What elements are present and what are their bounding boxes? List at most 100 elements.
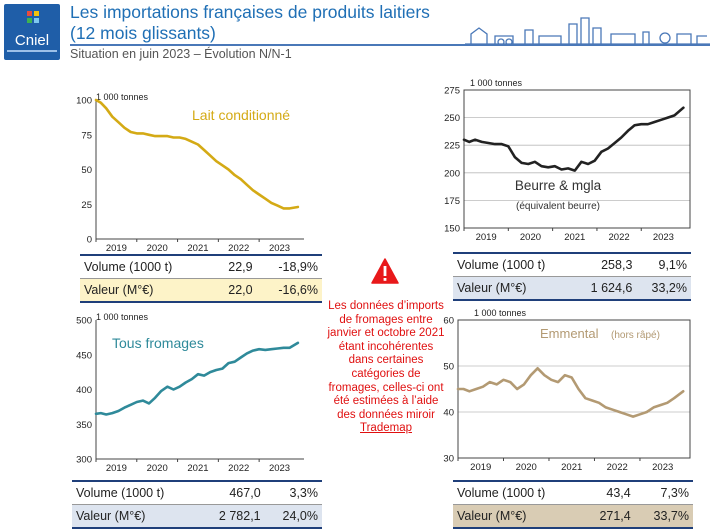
page-subtitle: Situation en juin 2023 – Évolution N/N-1 [70, 47, 292, 61]
valeur-row: Valeur (M°€) 2 782,1 24,0% [72, 504, 322, 529]
y-tick-label: 30 [443, 454, 454, 465]
y-tick-label: 200 [444, 168, 460, 179]
x-tick-label: 2020 [516, 462, 537, 473]
x-tick-label: 2021 [187, 463, 208, 474]
y-tick-label: 275 [444, 86, 460, 97]
y-tick-label: 40 [443, 408, 454, 419]
unit-label: 1 000 tonnes [474, 308, 527, 318]
y-tick-label: 175 [444, 196, 460, 207]
stats-table-lait: Volume (1000 t) 22,9 -18,9% Valeur (M°€)… [80, 254, 322, 303]
x-tick-label: 2019 [106, 243, 127, 254]
warning-icon [371, 258, 399, 284]
stats-table-fromages: Volume (1000 t) 467,0 3,3% Valeur (M°€) … [72, 480, 322, 529]
x-tick-label: 2023 [652, 462, 673, 473]
volume-label: Volume (1000 t) [453, 480, 583, 505]
valeur-change: 33,2% [636, 276, 691, 301]
y-tick-label: 75 [81, 130, 92, 141]
series-label: Emmental [540, 326, 599, 341]
series-line [456, 367, 685, 418]
volume-label: Volume (1000 t) [80, 254, 213, 279]
valeur-label: Valeur (M°€) [453, 276, 574, 301]
volume-change: 3,3% [264, 480, 322, 505]
volume-row: Volume (1000 t) 43,4 7,3% [453, 480, 693, 505]
valeur-value: 271,4 [582, 504, 635, 529]
x-tick-label: 2023 [653, 232, 674, 243]
valeur-row: Valeur (M°€) 1 624,6 33,2% [453, 276, 691, 301]
header-rule [70, 44, 710, 46]
x-tick-label: 2022 [607, 462, 628, 473]
unit-label: 1 000 tonnes [96, 92, 149, 102]
x-tick-label: 2019 [476, 232, 497, 243]
valeur-label: Valeur (M°€) [72, 504, 200, 529]
x-tick-label: 2019 [106, 463, 127, 474]
x-tick-label: 2023 [269, 243, 290, 254]
volume-change: -18,9% [256, 254, 322, 279]
trademap-link[interactable]: Trademap [360, 422, 412, 435]
data-warning-note: Les données d’imports de fromages entre … [326, 300, 446, 436]
volume-value: 467,0 [199, 480, 265, 505]
volume-row: Volume (1000 t) 258,3 9,1% [453, 252, 691, 277]
logo-text: Cniel [14, 32, 50, 49]
series-line [94, 341, 300, 416]
y-tick-label: 250 [444, 113, 460, 124]
volume-value: 43,4 [582, 480, 635, 505]
valeur-row: Valeur (M°€) 271,4 33,7% [453, 504, 693, 529]
series-line [462, 106, 685, 172]
y-tick-label: 350 [76, 420, 92, 431]
x-tick-label: 2022 [609, 232, 630, 243]
valeur-change: 24,0% [264, 504, 322, 529]
cniel-logo: Cniel [4, 4, 60, 60]
title-line-1: Les importations françaises de produits … [70, 2, 430, 22]
y-tick-label: 25 [81, 200, 92, 211]
y-tick-label: 100 [76, 96, 92, 107]
x-tick-label: 2019 [470, 462, 491, 473]
valeur-label: Valeur (M°€) [80, 278, 213, 303]
volume-value: 22,9 [212, 254, 257, 279]
x-tick-label: 2020 [147, 243, 168, 254]
x-tick-label: 2021 [564, 232, 585, 243]
valeur-change: -16,6% [256, 278, 322, 303]
volume-change: 7,3% [634, 480, 693, 505]
x-tick-label: 2020 [520, 232, 541, 243]
series-line [94, 98, 300, 210]
y-tick-label: 50 [443, 362, 454, 373]
x-tick-label: 2023 [269, 463, 290, 474]
chart-emmental: 1 000 tonnes 30 40 50 60 2019 2020 2021 2022 2023… [443, 308, 691, 473]
x-tick-label: 2022 [228, 463, 249, 474]
x-tick-label: 2021 [561, 462, 582, 473]
y-tick-label: 450 [76, 350, 92, 361]
logo-underline [7, 50, 57, 52]
valeur-label: Valeur (M°€) [453, 504, 583, 529]
y-tick-label: 60 [443, 316, 454, 327]
x-tick-label: 2022 [228, 243, 249, 254]
chart-tous-fromages: 1 000 tonnes 300 350 400 450 500 2019 2020 2021 2… [76, 312, 304, 474]
y-tick-label: 150 [444, 224, 460, 235]
logo-mark-icon [27, 11, 39, 23]
volume-change: 9,1% [636, 252, 691, 277]
stats-table-beurre: Volume (1000 t) 258,3 9,1% Valeur (M°€) … [453, 252, 691, 301]
series-label: Beurre & mgla [515, 178, 602, 193]
series-label: Lait conditionné [192, 107, 290, 123]
plot-frame [463, 89, 691, 229]
note-text: Les données d’imports de fromages entre … [327, 300, 445, 421]
volume-value: 258,3 [573, 252, 637, 277]
valeur-value: 2 782,1 [199, 504, 265, 529]
page-title: Les importations françaises de produits … [70, 2, 490, 44]
chart-beurre-mgla: 1 000 tonnes 150 175 200 225 250 275 2019 2020 20… [444, 78, 691, 243]
valeur-row: Valeur (M°€) 22,0 -16,6% [80, 278, 322, 303]
x-tick-label: 2020 [147, 463, 168, 474]
y-tick-label: 50 [81, 165, 92, 176]
valeur-value: 1 624,6 [573, 276, 637, 301]
unit-label: 1 000 tonnes [470, 78, 523, 88]
unit-label: 1 000 tonnes [96, 312, 149, 322]
y-tick-label: 400 [76, 385, 92, 396]
y-tick-label: 0 [87, 235, 92, 246]
farm-skyline-illustration [465, 17, 710, 46]
chart-lait-conditionne: 1 000 tonnes 0 25 50 75 100 2019 2020 2021 2022 20… [76, 92, 304, 254]
volume-label: Volume (1000 t) [72, 480, 200, 505]
title-line-2: (12 mois glissants) [70, 23, 216, 43]
volume-row: Volume (1000 t) 467,0 3,3% [72, 480, 322, 505]
stats-table-emmental: Volume (1000 t) 43,4 7,3% Valeur (M°€) 2… [453, 480, 693, 529]
valeur-change: 33,7% [634, 504, 693, 529]
series-label: Tous fromages [112, 335, 204, 351]
